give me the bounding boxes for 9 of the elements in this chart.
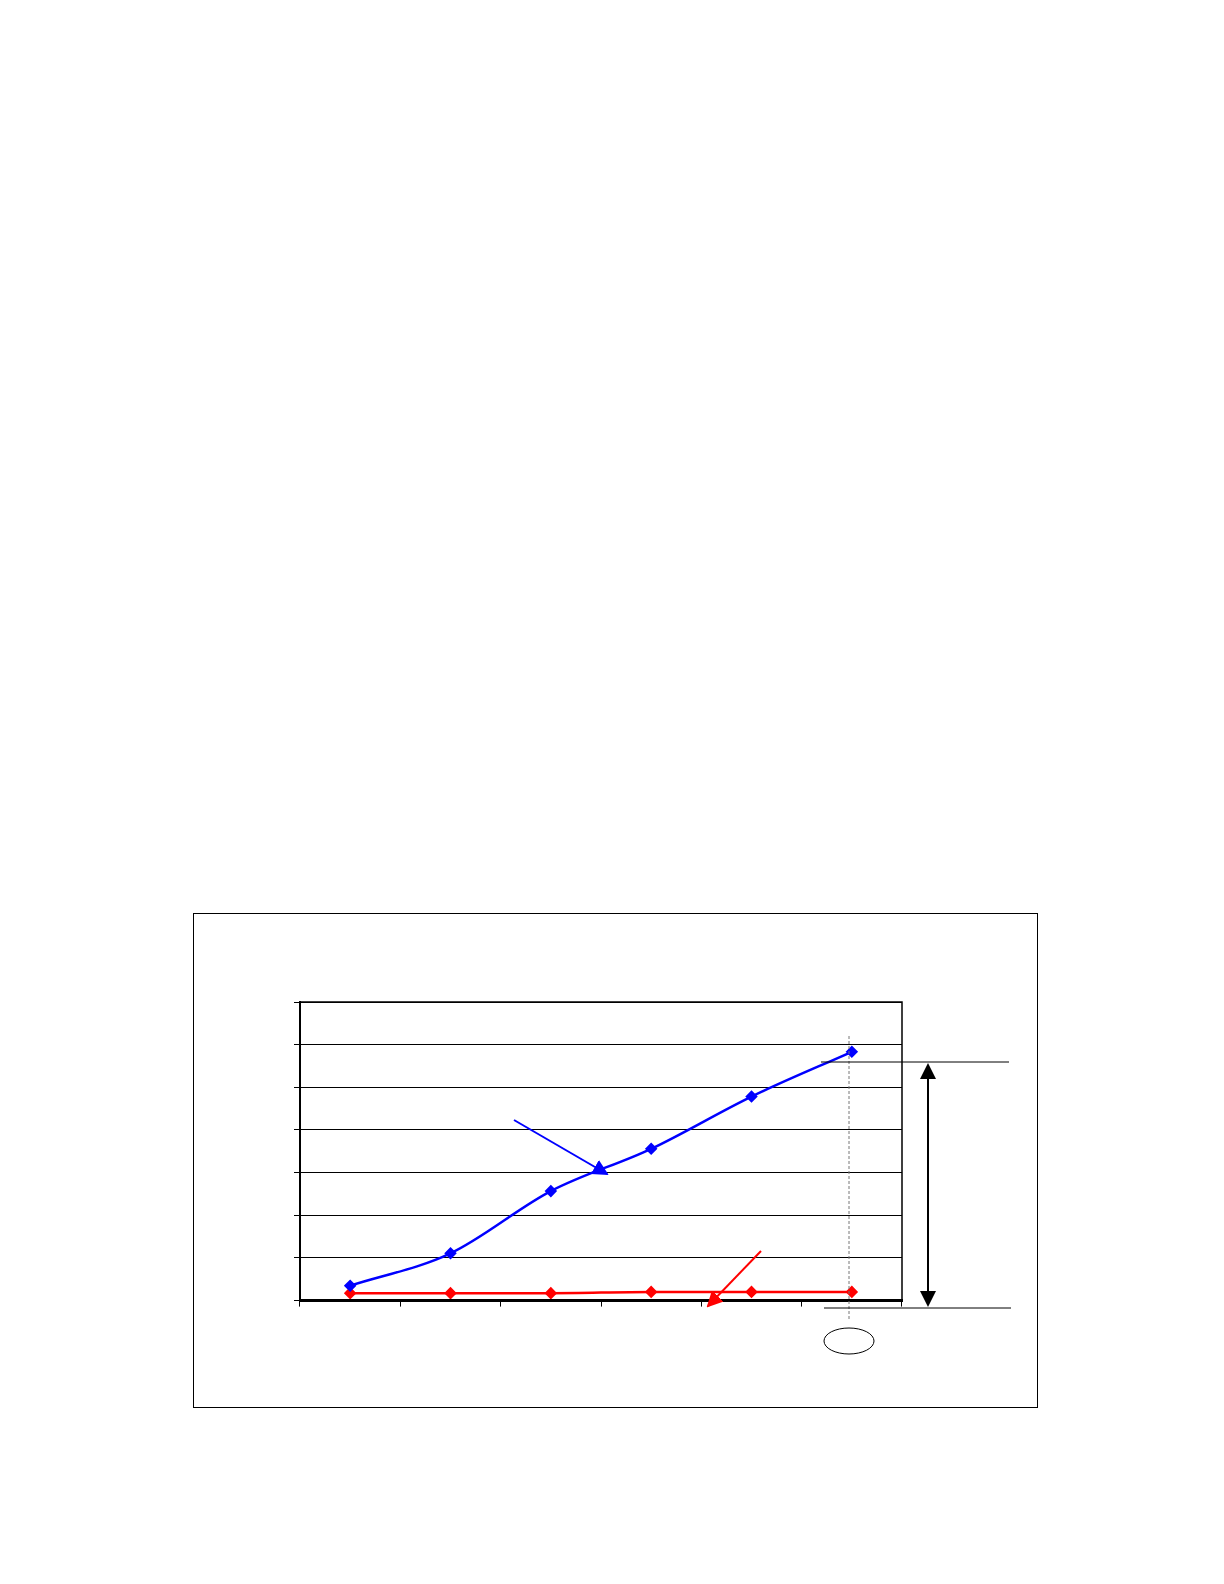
point (545, 1287, 557, 1299)
point (545, 1185, 557, 1197)
point (645, 1286, 657, 1298)
point (344, 1279, 356, 1292)
point (745, 1090, 758, 1103)
point (645, 1143, 657, 1155)
point (444, 1287, 457, 1299)
point (745, 1286, 758, 1298)
point (444, 1247, 457, 1260)
